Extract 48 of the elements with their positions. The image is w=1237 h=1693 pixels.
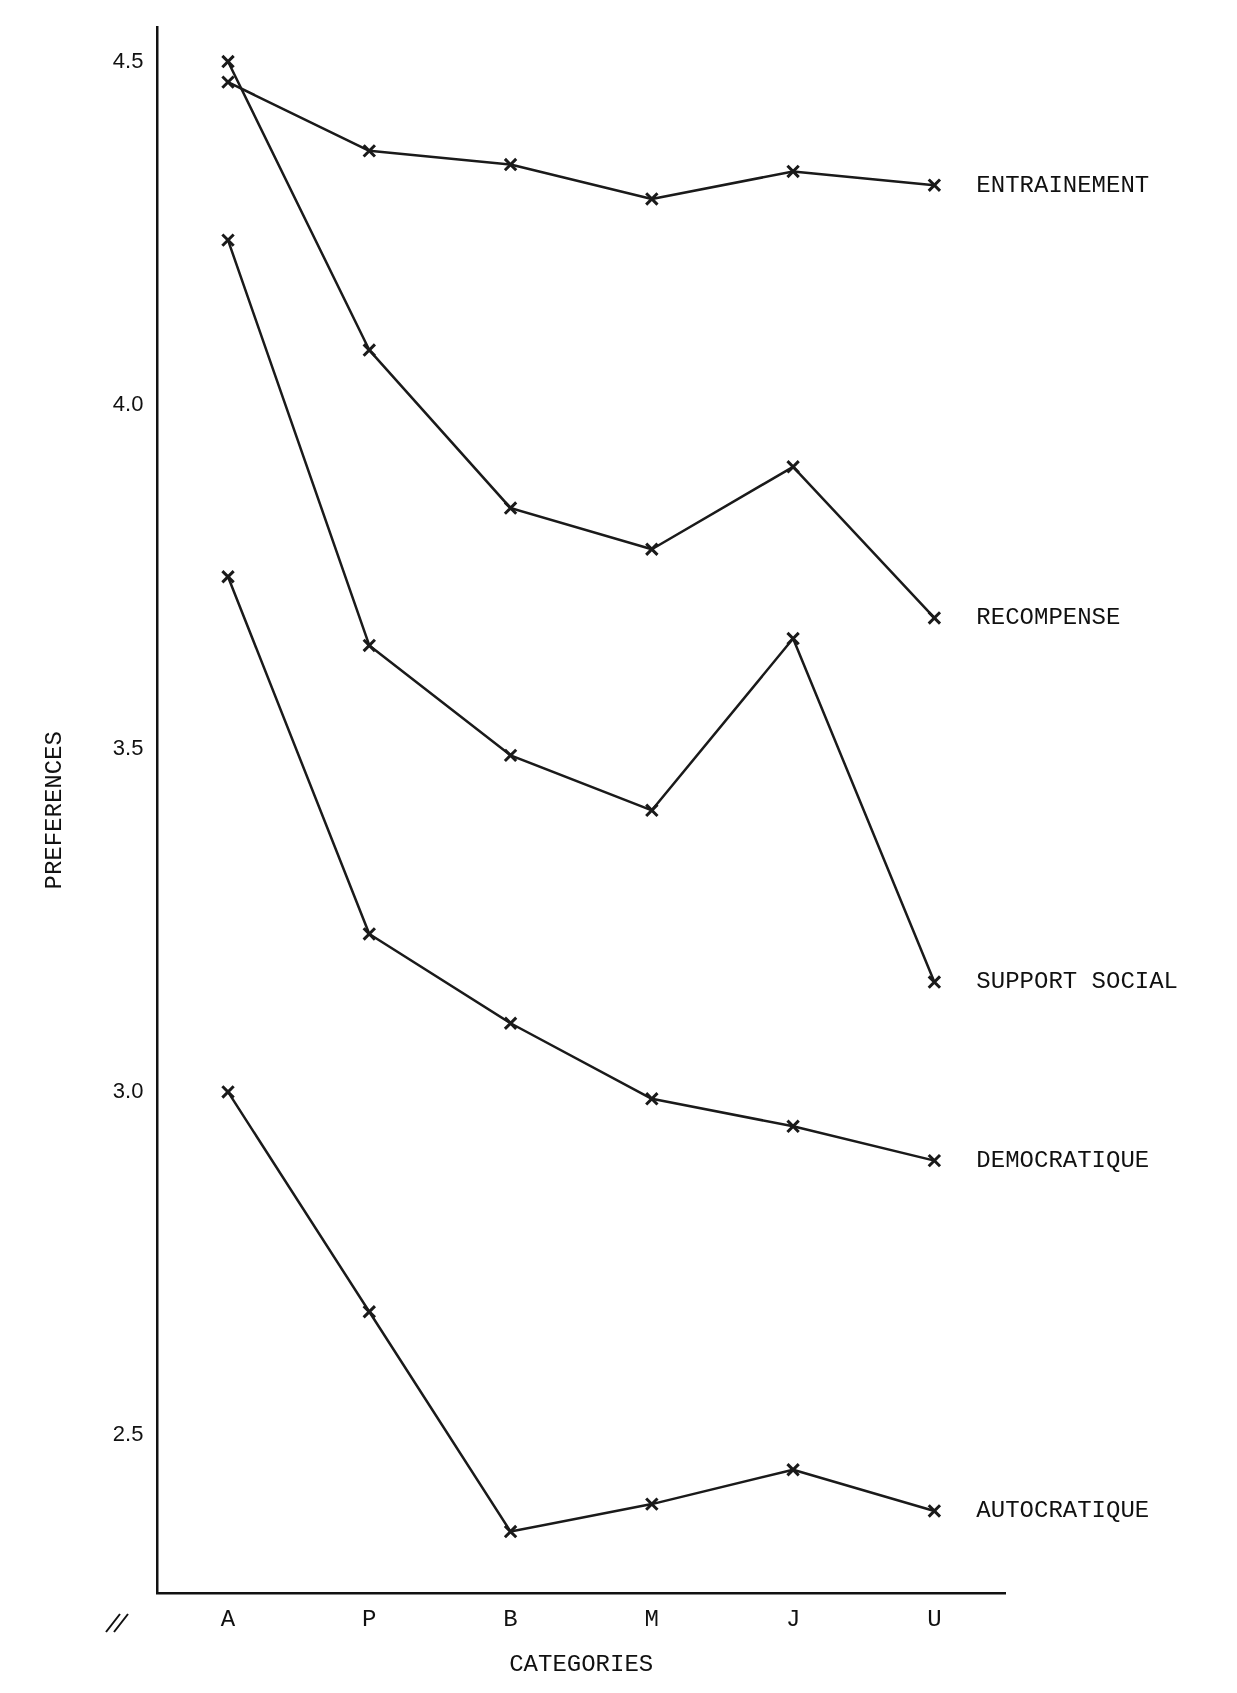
point <box>785 459 801 474</box>
y-tick-label: 3.5 <box>112 734 144 760</box>
point <box>362 342 377 358</box>
point <box>503 748 518 763</box>
point <box>927 974 942 990</box>
point <box>644 1091 659 1106</box>
point <box>503 1016 518 1031</box>
point <box>503 1524 518 1539</box>
point <box>220 75 236 90</box>
point <box>644 542 659 557</box>
y-tick-label: 4.5 <box>112 47 144 73</box>
x-tick-label: M <box>644 1606 660 1634</box>
point <box>220 569 236 584</box>
y-tick-label: 2.5 <box>112 1421 144 1447</box>
x-tick-label: U <box>927 1606 942 1634</box>
x-axis-title: CATEGORIES <box>509 1650 654 1678</box>
point <box>220 54 236 69</box>
point <box>362 143 377 158</box>
x-tick-label: A <box>220 1606 236 1634</box>
point <box>503 500 518 516</box>
point <box>220 232 236 248</box>
point <box>785 1119 801 1134</box>
series-label: ENTRAINEMENT <box>976 171 1150 199</box>
point <box>644 191 659 207</box>
y-tick-label: 4.0 <box>112 391 144 417</box>
point <box>927 1503 942 1519</box>
y-tick-label: 3.0 <box>112 1078 144 1103</box>
point <box>362 638 377 653</box>
x-tick-label: B <box>503 1606 518 1634</box>
point <box>785 631 801 646</box>
point <box>785 164 801 179</box>
x-tick-label: P <box>362 1606 377 1634</box>
point <box>927 1153 942 1168</box>
point <box>220 1084 236 1100</box>
point <box>927 178 942 193</box>
point <box>362 1304 377 1319</box>
point <box>644 803 659 818</box>
point <box>362 926 377 942</box>
point <box>644 1496 659 1512</box>
x-tick-label: J <box>785 1606 801 1634</box>
series-label: SUPPORT SOCIAL <box>976 968 1179 996</box>
point <box>785 1462 801 1477</box>
point <box>927 610 942 626</box>
series-label: DEMOCRATIQUE <box>976 1146 1150 1174</box>
y-axis-title: PREFERENCES <box>40 731 68 890</box>
point <box>503 157 518 172</box>
series-label: AUTOCRATIQUE <box>976 1497 1150 1525</box>
series-label: RECOMPENSE <box>976 604 1121 632</box>
